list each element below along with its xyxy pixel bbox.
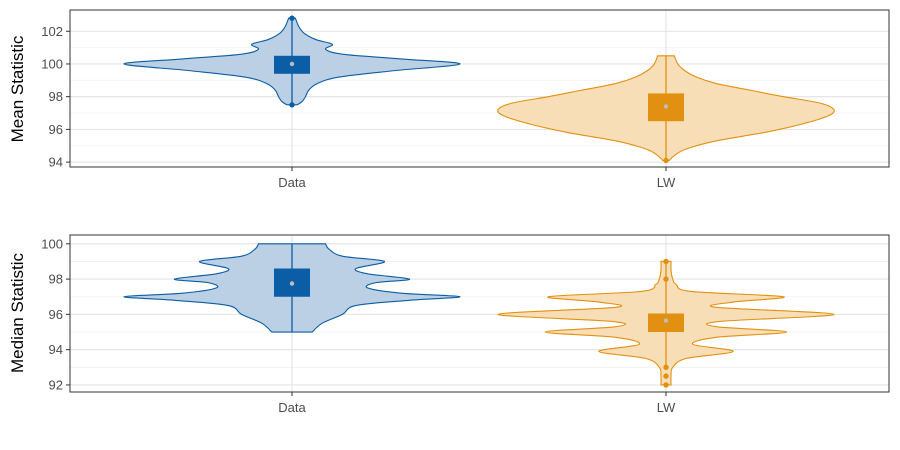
x-tick-label: Data <box>278 175 306 190</box>
violin-lw <box>497 55 835 164</box>
x-tick-label: LW <box>657 175 676 190</box>
median-point <box>663 318 669 323</box>
violin-data <box>123 243 461 333</box>
y-tick-label: 96 <box>49 307 63 322</box>
y-tick-label: 94 <box>49 155 63 170</box>
violin-data <box>123 15 461 108</box>
x-tick-label: Data <box>278 400 306 415</box>
y-tick-label: 92 <box>49 377 63 392</box>
panel-border <box>69 9 890 168</box>
panel-border <box>69 234 890 393</box>
y-tick-label: 102 <box>41 24 63 39</box>
panel-1: 94 96 98 100 102 Data LW Mean Statistic <box>8 9 890 190</box>
outlier-point <box>289 102 295 108</box>
median-point <box>289 281 295 286</box>
x-tick-label: LW <box>657 400 676 415</box>
y-tick-label: 100 <box>41 236 63 251</box>
outlier-point <box>663 258 669 265</box>
outlier-point <box>663 276 669 282</box>
outlier-point <box>663 373 669 379</box>
panel-2: 92 94 96 98 100 Data LW Median Statistic <box>8 234 890 415</box>
y-tick-label: 98 <box>49 89 63 104</box>
y-tick-label: 94 <box>49 342 63 357</box>
median-point <box>663 104 669 109</box>
y-tick-label: 96 <box>49 122 63 137</box>
outlier-point <box>663 364 669 371</box>
outlier-point <box>289 15 295 21</box>
y-axis-title: Mean Statistic <box>8 35 27 142</box>
y-axis-title: Median Statistic <box>8 253 27 373</box>
box-iqr <box>648 313 684 333</box>
outlier-point <box>663 382 669 388</box>
outlier-point <box>663 157 669 164</box>
y-tick-label: 100 <box>41 56 63 71</box>
y-tick-label: 98 <box>49 272 63 287</box>
median-point <box>289 61 295 67</box>
violin-lw <box>497 258 835 388</box>
